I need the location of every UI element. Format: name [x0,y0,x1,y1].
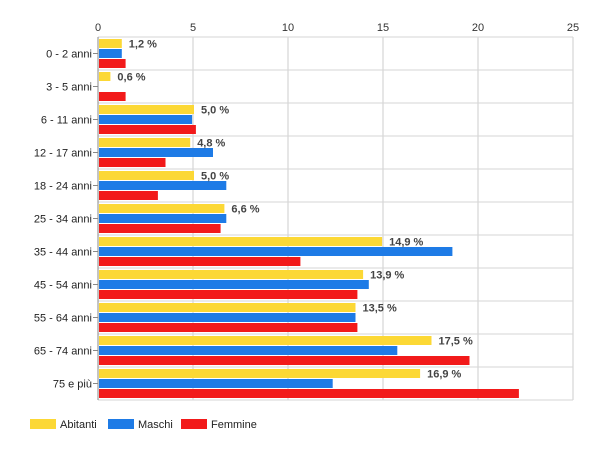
bar-maschi [99,181,227,190]
bar-abitanti [99,336,432,345]
legend-swatch-femmine [181,419,207,429]
x-tick-label: 0 [95,22,101,34]
x-tick-label: 20 [472,22,484,34]
bar-femmine [99,92,126,101]
data-label: 6,6 % [231,204,259,216]
bar-femmine [99,59,126,68]
data-label: 13,5 % [363,303,397,315]
category-label: 3 - 5 anni [46,82,92,94]
bar-abitanti [99,105,194,114]
bar-abitanti [99,39,122,48]
data-labels: 1,2 % 0,6 % 5,0 % 4,8 % 5,0 % 6,6 % 14,9 % 13,9… [117,39,473,381]
legend-label: Maschi [138,419,173,431]
legend-label: Abitanti [60,419,97,431]
bar-femmine [99,224,221,233]
bar-maschi [99,247,453,256]
category-label: 12 - 17 anni [34,148,92,160]
data-label: 4,8 % [197,138,225,150]
x-tick-label: 10 [282,22,294,34]
bar-femmine [99,389,519,398]
bar-maschi [99,214,227,223]
data-label: 0,6 % [117,72,145,84]
bar-femmine [99,158,166,167]
data-label: 5,0 % [201,171,229,183]
x-tick-label: 5 [190,22,196,34]
bar-maschi [99,379,333,388]
x-tick-label: 15 [377,22,389,34]
bar-femmine [99,191,158,200]
bar-femmine [99,290,358,299]
bar-femmine [99,125,196,134]
category-label: 35 - 44 anni [34,247,92,259]
x-tick-label: 25 [567,22,579,34]
legend-swatch-maschi [108,419,134,429]
category-labels: 0 - 2 anni 3 - 5 anni 6 - 11 anni 12 - 17 a… [34,49,92,391]
bar-maschi [99,148,213,157]
bar-abitanti [99,138,191,147]
bar-maschi [99,346,398,355]
bars [99,39,519,398]
legend-swatch-abitanti [30,419,56,429]
bar-abitanti [99,303,356,312]
bar-abitanti [99,72,111,81]
bar-abitanti [99,171,194,180]
category-label: 0 - 2 anni [46,49,92,61]
legend-label: Femmine [211,419,257,431]
data-label: 1,2 % [129,39,157,51]
category-label: 75 e più [53,379,92,391]
category-label: 18 - 24 anni [34,181,92,193]
grid-lines [93,36,574,401]
data-label: 13,9 % [370,270,404,282]
bar-maschi [99,280,369,289]
bar-femmine [99,356,470,365]
bar-abitanti [99,270,364,279]
x-axis-ticks: 0 5 10 15 20 25 [95,22,579,34]
category-label: 25 - 34 anni [34,214,92,226]
bar-maschi [99,313,356,322]
bar-femmine [99,323,358,332]
legend: Abitanti Maschi Femmine [30,419,257,431]
category-label: 6 - 11 anni [41,115,92,127]
bar-femmine [99,257,301,266]
bar-abitanti [99,369,421,378]
category-label: 45 - 54 anni [34,280,92,292]
bar-maschi [99,49,122,58]
data-label: 14,9 % [389,237,423,249]
bar-maschi [99,115,193,124]
data-label: 17,5 % [439,336,473,348]
bar-abitanti [99,237,383,246]
category-label: 65 - 74 anni [34,346,92,358]
category-label: 55 - 64 anni [34,313,92,325]
bar-abitanti [99,204,225,213]
data-label: 16,9 % [427,369,461,381]
data-label: 5,0 % [201,105,229,117]
